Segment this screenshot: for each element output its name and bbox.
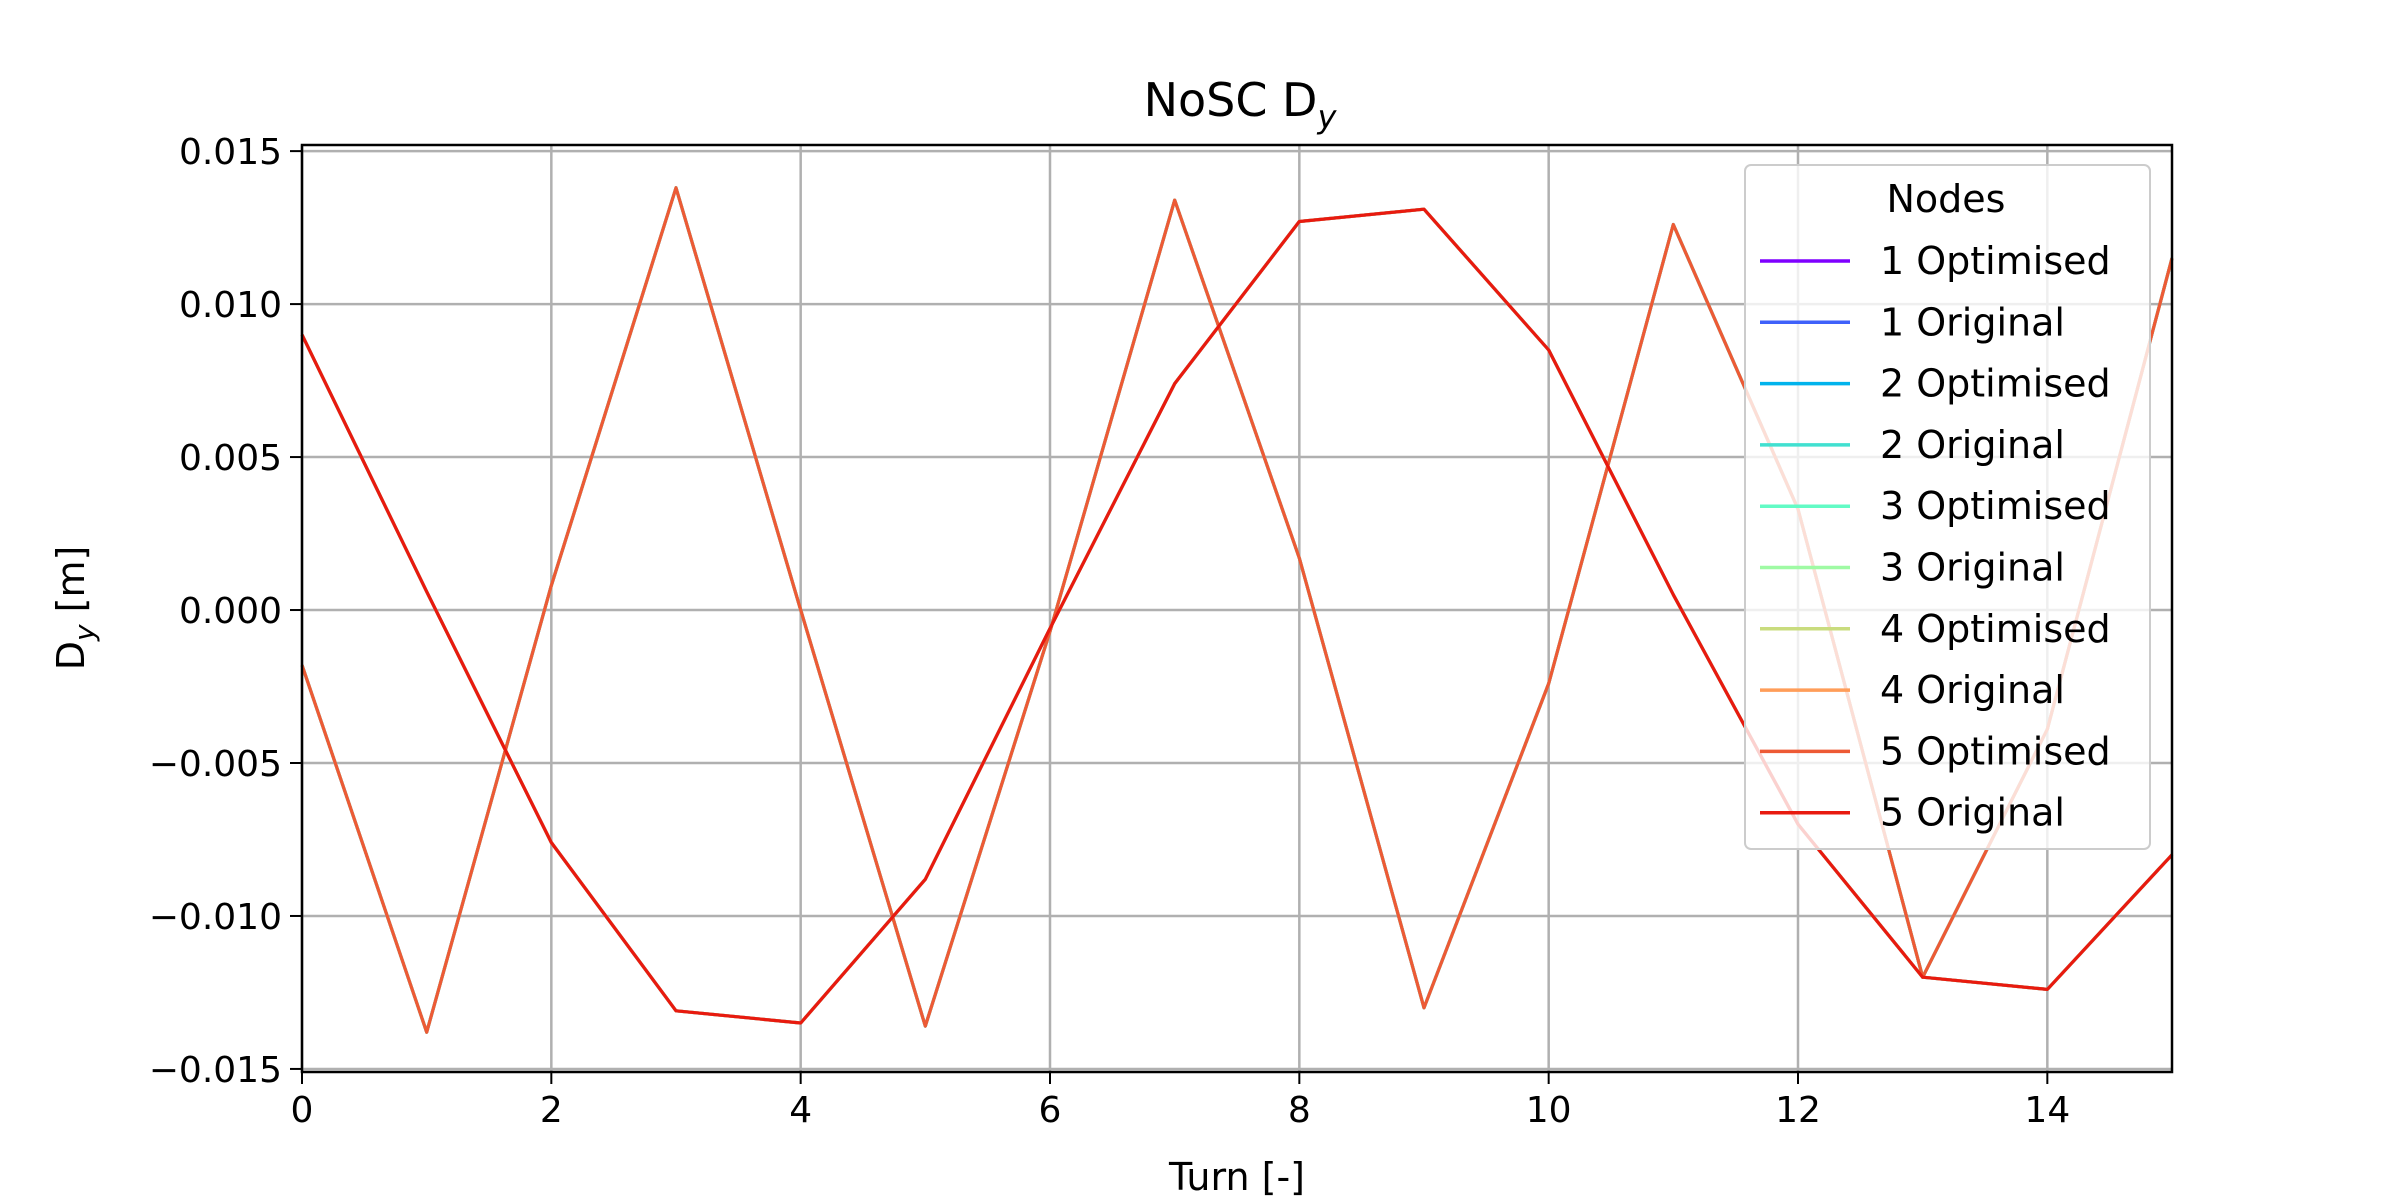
legend-entry-3: 2 Optimised bbox=[1880, 362, 2111, 406]
legend-entry-8: 4 Original bbox=[1880, 668, 2065, 712]
y-tick-label: −0.010 bbox=[149, 897, 282, 938]
legend-entry-9: 5 Optimised bbox=[1880, 729, 2111, 773]
chart-title: NoSC Dy bbox=[1144, 73, 1338, 136]
legend-entry-2: 1 Original bbox=[1880, 300, 2065, 344]
series-line-10 bbox=[300, 207, 2174, 1025]
x-tick-label: 12 bbox=[1775, 1090, 1821, 1131]
x-tick-label: 2 bbox=[540, 1090, 563, 1131]
legend-entry-5: 3 Optimised bbox=[1880, 484, 2111, 528]
y-tick-label: 0.000 bbox=[179, 591, 282, 632]
legend-box bbox=[1744, 164, 2151, 850]
x-tick-label: 14 bbox=[2024, 1090, 2070, 1131]
x-tick-label: 0 bbox=[291, 1090, 314, 1131]
x-tick-label: 10 bbox=[1526, 1090, 1572, 1131]
y-axis-label-subscript: y bbox=[68, 624, 101, 642]
y-tick-label: 0.015 bbox=[179, 132, 282, 173]
legend-entry-1: 1 Optimised bbox=[1880, 239, 2111, 283]
y-tick-label: 0.010 bbox=[179, 285, 282, 326]
x-tick-label: 8 bbox=[1288, 1090, 1311, 1131]
plot-frame bbox=[300, 143, 2174, 1074]
legend: Nodes 1 Optimised 1 Original 2 Optimised 2 … bbox=[1744, 164, 2151, 850]
legend-entry-6: 3 Original bbox=[1880, 546, 2065, 590]
y-axis-label: Dy [m] bbox=[49, 546, 101, 671]
x-axis-label: Turn [-] bbox=[1168, 1155, 1305, 1199]
x-tick-label: 4 bbox=[789, 1090, 812, 1131]
y-tick-label: −0.015 bbox=[149, 1050, 282, 1091]
legend-entry-7: 4 Optimised bbox=[1880, 607, 2111, 651]
tick-layer: 0 2 4 6 8 10 12 14 0.015 0.010 0.005 0.000 −0.005 −0.… bbox=[149, 132, 2070, 1131]
x-tick-label: 6 bbox=[1039, 1090, 1062, 1131]
y-tick-label: −0.005 bbox=[149, 744, 282, 785]
legend-title: Nodes bbox=[1887, 177, 2006, 221]
chart-title-subscript: y bbox=[1316, 98, 1337, 136]
legend-entry-10: 5 Original bbox=[1880, 791, 2065, 835]
y-tick-label: 0.005 bbox=[179, 438, 282, 479]
legend-entry-4: 2 Original bbox=[1880, 423, 2065, 467]
